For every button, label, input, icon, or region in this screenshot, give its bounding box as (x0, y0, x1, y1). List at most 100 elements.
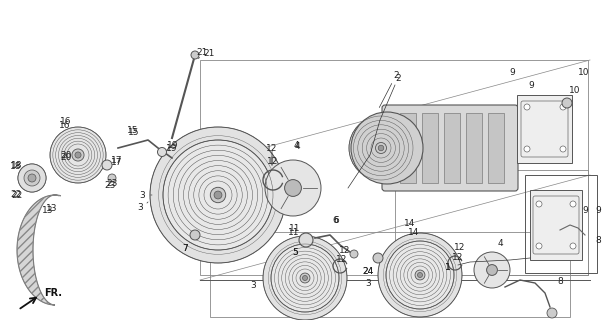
Circle shape (349, 116, 413, 180)
Text: 16: 16 (60, 116, 72, 125)
Bar (444, 113, 460, 183)
Circle shape (415, 270, 425, 280)
Text: 23: 23 (106, 179, 118, 188)
Text: 15: 15 (127, 125, 139, 134)
Text: 19: 19 (166, 143, 178, 153)
Circle shape (28, 174, 36, 182)
Circle shape (299, 233, 313, 247)
Text: 2: 2 (395, 74, 401, 83)
Text: 9: 9 (528, 81, 534, 90)
Circle shape (570, 201, 576, 207)
Text: 21: 21 (197, 47, 207, 57)
Text: 18: 18 (10, 162, 22, 171)
Text: 10: 10 (569, 85, 581, 94)
Text: 5: 5 (292, 247, 298, 257)
Text: 7: 7 (182, 244, 188, 252)
Bar (400, 113, 416, 183)
Text: 9: 9 (595, 205, 601, 214)
Bar (395, 170, 588, 275)
Circle shape (75, 152, 81, 158)
Text: 12: 12 (267, 156, 279, 165)
Circle shape (210, 187, 226, 203)
Bar (422, 113, 438, 183)
Text: 8: 8 (595, 236, 601, 244)
Circle shape (350, 250, 358, 258)
Text: 5: 5 (292, 247, 298, 257)
Text: 11: 11 (288, 228, 300, 236)
Text: 13: 13 (42, 205, 54, 214)
Text: 3: 3 (250, 282, 256, 291)
Text: 9: 9 (509, 68, 515, 76)
Circle shape (474, 252, 510, 288)
Text: 12: 12 (452, 253, 464, 262)
Text: 8: 8 (557, 277, 563, 286)
Text: 22: 22 (10, 189, 22, 198)
Circle shape (108, 174, 116, 182)
Circle shape (157, 148, 166, 156)
Circle shape (562, 98, 572, 108)
Circle shape (214, 191, 222, 199)
Text: 12: 12 (454, 243, 466, 252)
Circle shape (373, 253, 383, 263)
Text: 17: 17 (111, 157, 123, 166)
Bar (517, 95, 572, 163)
Circle shape (191, 51, 199, 59)
Text: 19: 19 (167, 140, 178, 149)
Circle shape (303, 276, 308, 281)
Circle shape (265, 160, 321, 216)
Circle shape (300, 273, 310, 283)
Text: 23: 23 (104, 180, 116, 189)
Text: 4: 4 (293, 140, 299, 149)
Circle shape (417, 272, 423, 277)
Polygon shape (17, 195, 61, 305)
Text: 12: 12 (339, 245, 351, 254)
Text: 3: 3 (139, 190, 145, 199)
Text: 11: 11 (289, 223, 301, 233)
Circle shape (524, 146, 530, 152)
Text: 9: 9 (582, 205, 588, 214)
Text: 7: 7 (182, 244, 188, 252)
Text: 20: 20 (60, 153, 72, 162)
Circle shape (102, 160, 112, 170)
Text: 18: 18 (11, 161, 23, 170)
Text: 20: 20 (60, 150, 72, 159)
Circle shape (190, 230, 200, 240)
Bar (488, 113, 504, 183)
Text: 3: 3 (137, 203, 143, 212)
Bar (525, 175, 597, 273)
Text: 4: 4 (497, 238, 503, 247)
Text: 21: 21 (203, 49, 215, 58)
Bar (200, 60, 588, 275)
Bar (210, 232, 570, 317)
Text: 3: 3 (365, 278, 371, 287)
Circle shape (560, 146, 566, 152)
Text: 24: 24 (362, 268, 374, 276)
FancyBboxPatch shape (382, 105, 518, 191)
Bar (466, 113, 482, 183)
Circle shape (524, 104, 530, 110)
Circle shape (536, 243, 542, 249)
Circle shape (18, 164, 46, 192)
Text: 2: 2 (393, 70, 399, 79)
Text: 6: 6 (332, 215, 338, 225)
Circle shape (376, 142, 387, 154)
Text: 1: 1 (445, 263, 451, 273)
Circle shape (560, 104, 566, 110)
Circle shape (570, 243, 576, 249)
Circle shape (351, 112, 423, 184)
Text: 22: 22 (11, 190, 23, 199)
Text: 12: 12 (336, 255, 348, 265)
Text: 17: 17 (111, 156, 123, 164)
Circle shape (487, 265, 497, 276)
Circle shape (386, 241, 454, 309)
Text: 16: 16 (59, 121, 71, 130)
Circle shape (285, 180, 302, 196)
Text: 1: 1 (445, 263, 451, 273)
Bar (530, 190, 582, 260)
Circle shape (536, 201, 542, 207)
Circle shape (24, 170, 40, 186)
Circle shape (72, 149, 84, 161)
Text: 12: 12 (267, 143, 278, 153)
Text: 14: 14 (408, 228, 420, 236)
Text: 6: 6 (333, 215, 339, 225)
